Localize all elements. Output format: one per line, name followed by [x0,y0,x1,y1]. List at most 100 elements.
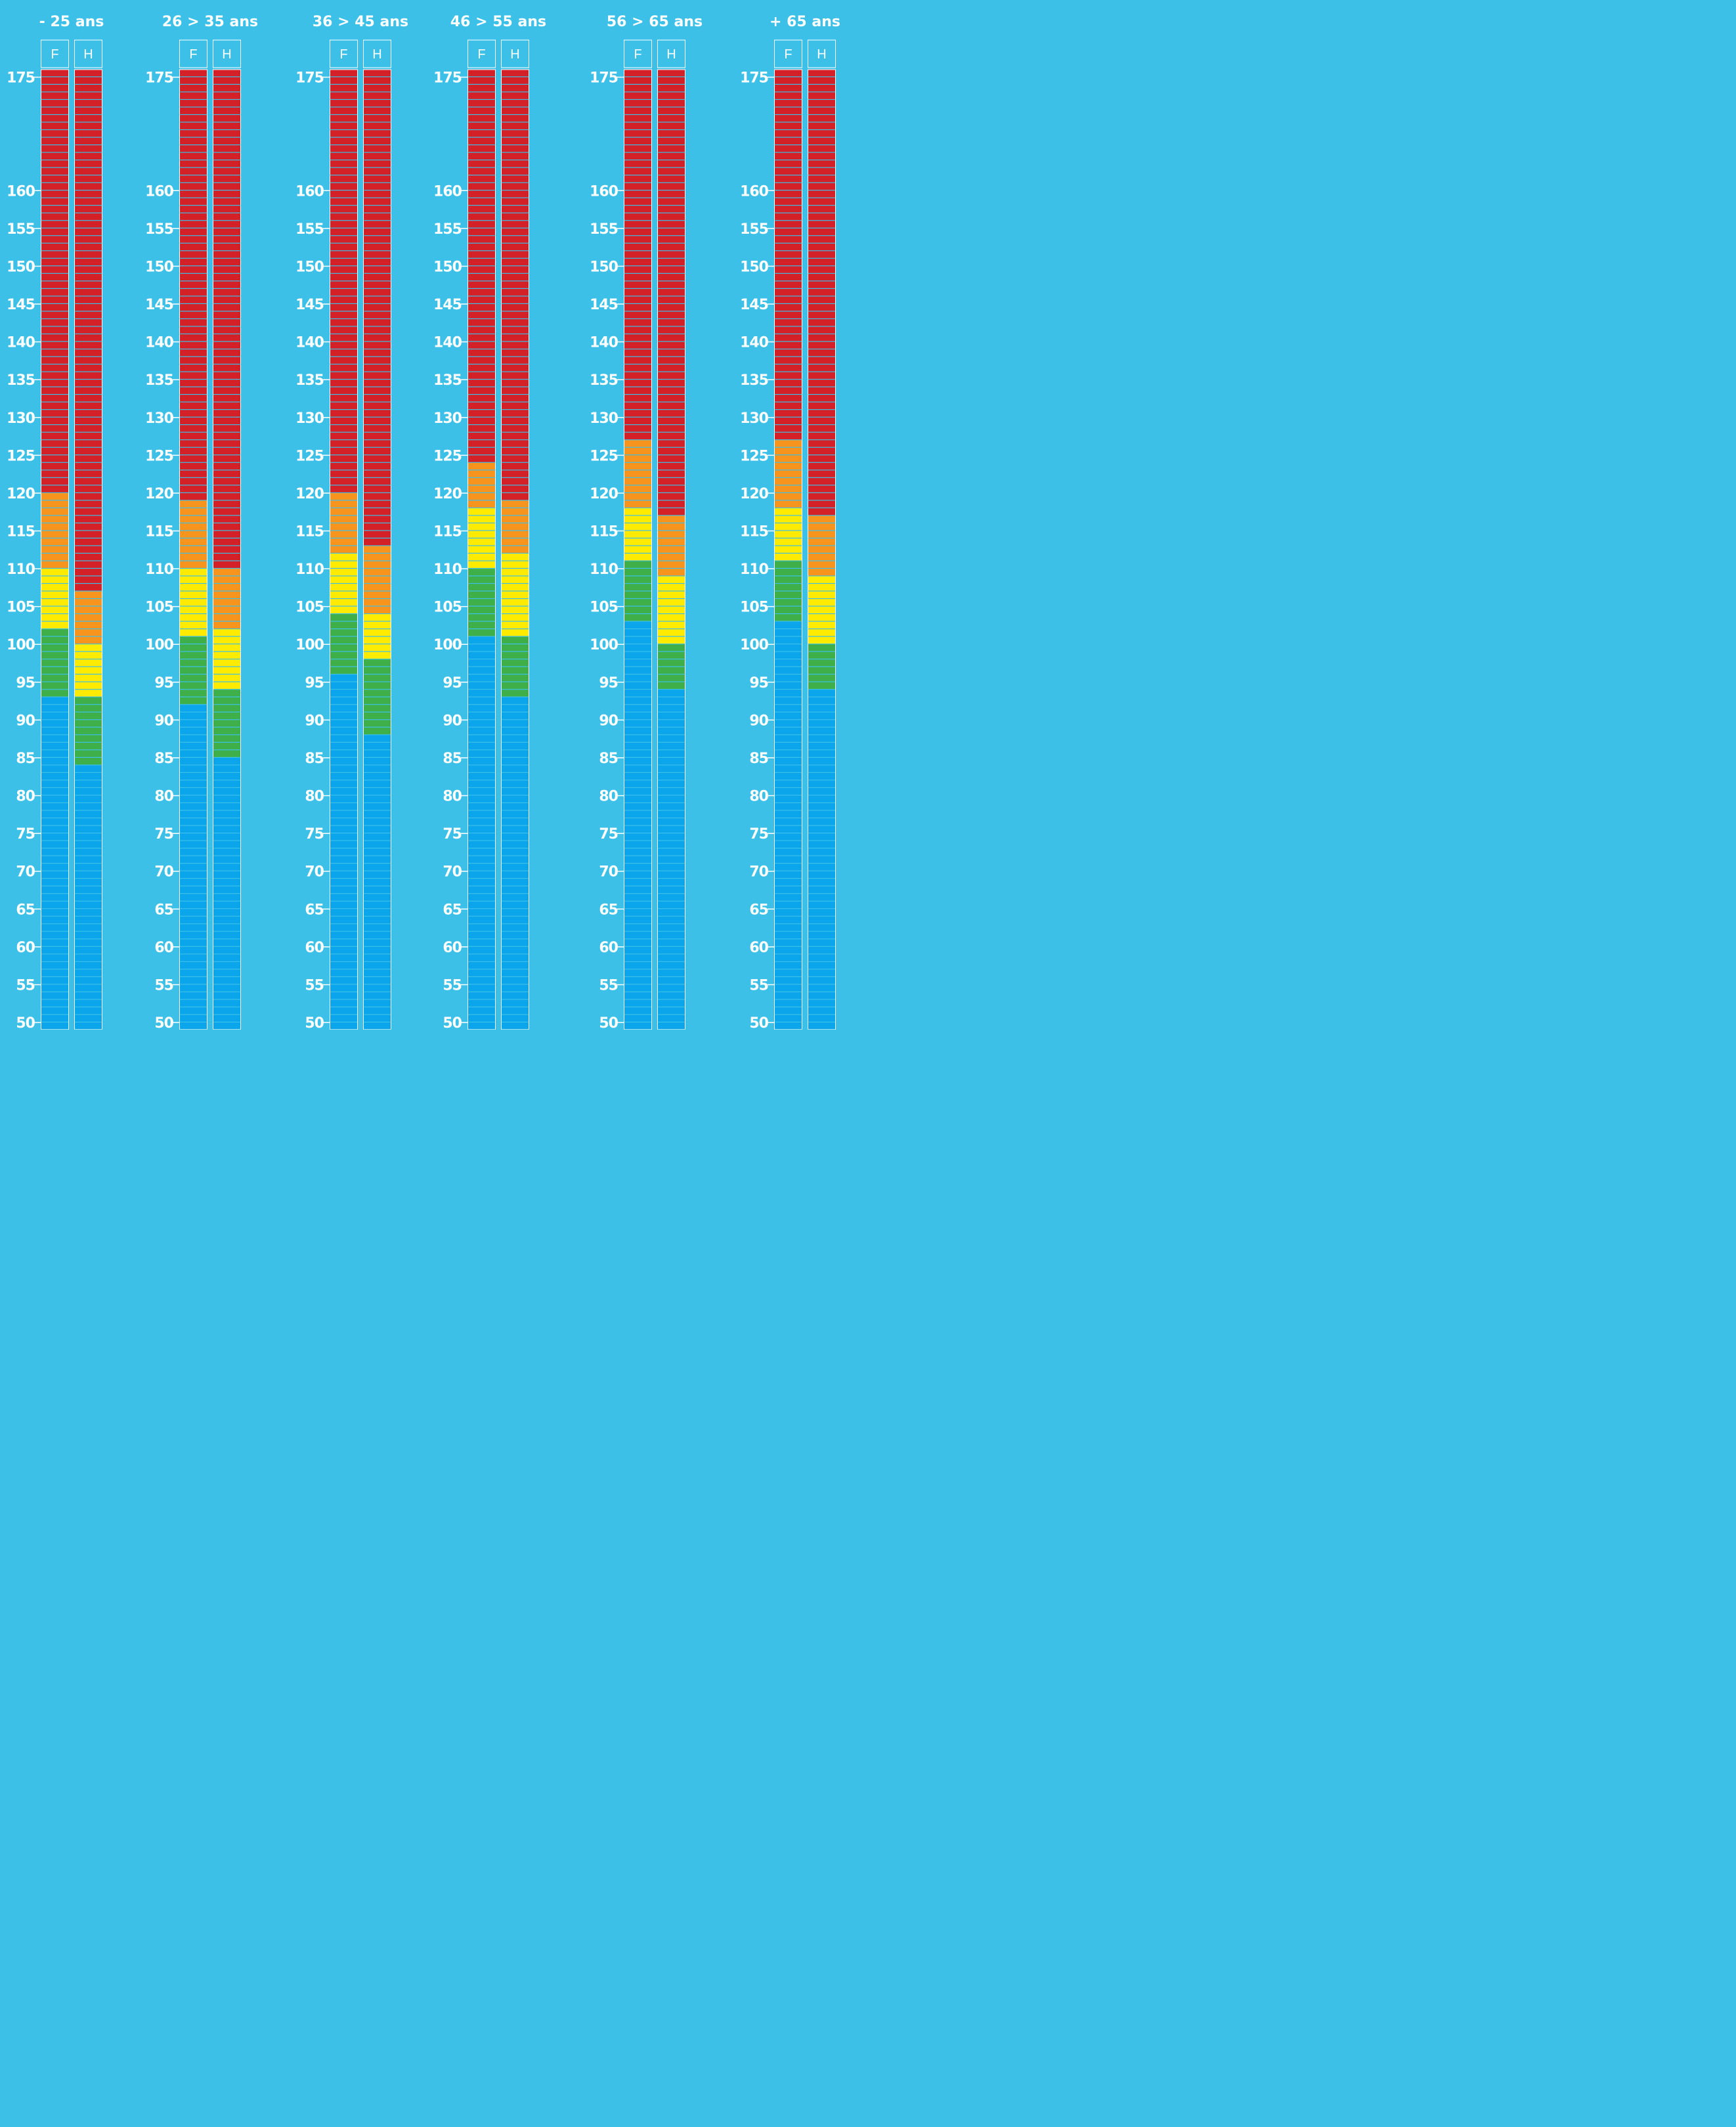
bar-segment [624,425,652,432]
bar-segment [467,236,496,243]
bar-segment [467,818,496,825]
bar-segment [467,651,496,659]
bar-segment [74,848,102,856]
bar-segment [774,485,802,493]
bar-segment [74,183,102,190]
bar-segment [213,984,241,992]
bar-segment [657,606,685,613]
bar-segment [363,402,391,410]
bar-segment [41,122,69,129]
bar-segment [808,561,836,568]
sex-header-box [808,39,836,68]
bar-segment [363,228,391,236]
bar-segment [330,395,358,402]
bar-segment [330,561,358,568]
bar-segment [74,864,102,871]
bar-segment [624,818,652,825]
age-group: 36 > 45 ans17516015515014514013513012512… [295,14,408,1030]
bar-segment [657,190,685,198]
bar-segment [501,629,529,636]
bar-segment [363,122,391,129]
bar-segment [467,107,496,114]
y-tick-label: 85 [154,751,173,767]
bar-segment [501,266,529,273]
bar-segment [74,334,102,341]
bar-segment [363,281,391,288]
bar-segment [808,788,836,795]
bar-segment [179,546,207,553]
y-tick-label: 65 [749,902,768,918]
bar-segment [657,281,685,288]
bar-segment [179,538,207,546]
bar-segment [363,288,391,296]
bar-segment [467,440,496,447]
bar-segment [657,145,685,152]
y-tick-label: 160 [433,183,462,200]
bar-segment [501,712,529,720]
bar-segment [41,243,69,251]
sex-header-box [330,39,358,68]
bar-segment [179,380,207,387]
bar-segment [624,735,652,742]
bar-segment [657,939,685,946]
y-tick-label: 105 [590,600,618,616]
bar-segment [41,780,69,787]
bar-segment [774,70,802,77]
bar-segment [501,825,529,833]
bar-segment [330,621,358,629]
bar-segment [363,795,391,802]
bar-segment [41,130,69,137]
bar-segment [41,742,69,750]
bar-segment [624,357,652,364]
bar-segment [808,334,836,341]
bar-segment [41,281,69,288]
bar-segment [774,697,802,705]
bar-segment [363,85,391,92]
bar-segment [501,909,529,916]
bar-segment [363,909,391,916]
bar-segment [41,682,69,690]
bar-segment [179,334,207,341]
bar-segment [74,221,102,228]
bar-segment [467,190,496,198]
bar-segment [657,833,685,841]
bar-segment [213,160,241,167]
bar-segment [774,690,802,697]
bar-segment [179,243,207,251]
bar-segment [179,107,207,114]
bar-segment [74,251,102,258]
y-tick-label: 50 [305,1015,324,1030]
bar-segment [657,727,685,735]
bar-segment [774,803,802,810]
bar-segment [774,864,802,871]
bar-segment [330,266,358,273]
bar-segment [179,258,207,266]
bar-segment [213,432,241,440]
y-tick-label: 70 [16,864,35,881]
bar-segment [808,742,836,750]
bar-segment [657,712,685,720]
bar-segment [774,742,802,750]
bar-segment [774,984,802,992]
bar-segment [213,780,241,787]
bar-segment [501,742,529,750]
bar-segment [74,1007,102,1015]
bar-segment [624,606,652,613]
bar-segment [501,417,529,425]
bar-segment [501,667,529,674]
bar-segment [657,175,685,183]
bar-segment [624,705,652,712]
bar-segment [808,931,836,939]
y-tick-label: 55 [749,977,768,994]
bar-segment [213,493,241,500]
bar-segment [467,561,496,568]
bar-segment [363,636,391,644]
bar-segment [363,334,391,341]
bar-segment [179,773,207,780]
bar-segment [774,976,802,984]
bar-segment [179,531,207,538]
bar-segment [74,380,102,387]
bar-segment [41,364,69,372]
bar-h: H [74,39,102,1030]
bar-segment [808,493,836,500]
